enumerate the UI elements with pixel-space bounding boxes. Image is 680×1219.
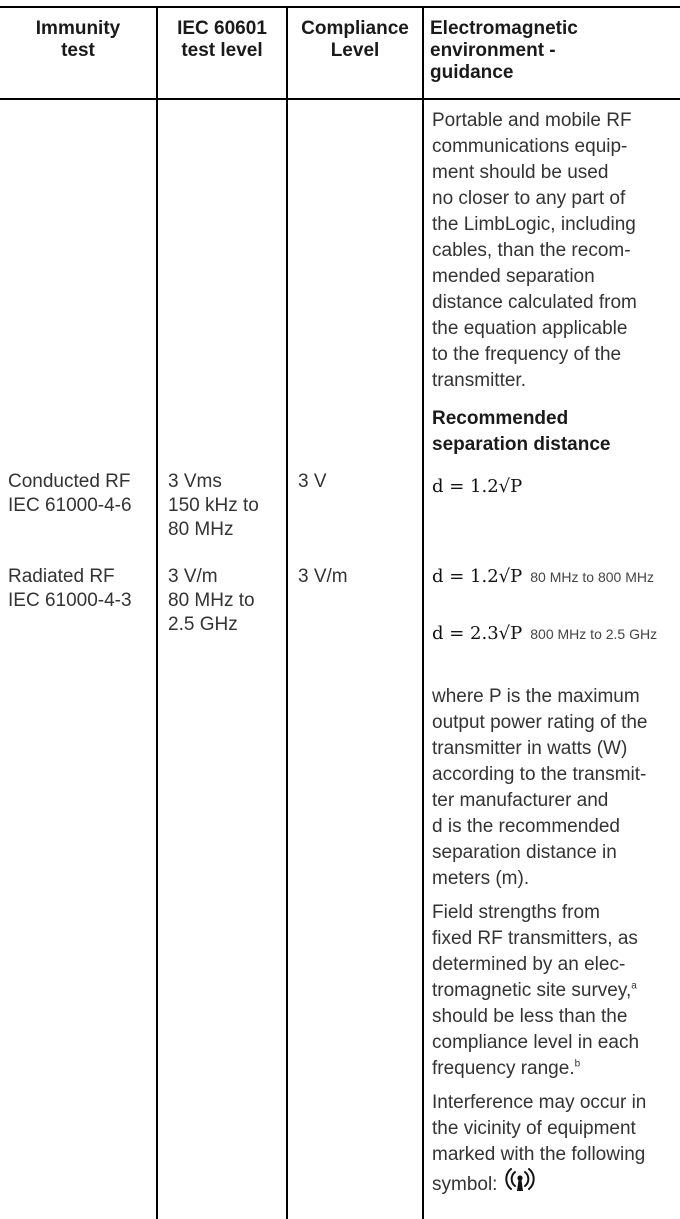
guidance-line: the equation applicable (432, 318, 628, 339)
header-compliance-level: Compliance Level (288, 18, 422, 62)
equation-radiated-2: d = 2.3√P 800 MHz to 2.5 GHz (432, 622, 678, 646)
heading-line: Recommended (432, 408, 569, 429)
guidance-interference: Interference may occur in the vicinity o… (432, 1090, 678, 1200)
guidance-line: frequency range.b (432, 1056, 678, 1082)
guidance-line: meters (m). (432, 868, 530, 889)
cell-line: 150 kHz to (168, 495, 259, 516)
frequency-range: 800 MHz to 2.5 GHz (530, 626, 658, 642)
cell-line: IEC 61000-4-6 (8, 495, 132, 516)
guidance-text: symbol: (432, 1174, 498, 1195)
header-line: test (61, 40, 95, 61)
cell-line: IEC 61000-4-3 (8, 590, 132, 611)
table-top-rule (0, 6, 680, 8)
cell-line: 80 MHz to (168, 590, 255, 611)
cell-line: 3 V (298, 471, 327, 492)
header-bottom-rule (0, 98, 680, 100)
guidance-line: ter manufacturer and (432, 790, 609, 811)
column-divider (156, 7, 158, 1219)
header-guidance: Electromagnetic environment - guidance (430, 18, 678, 84)
header-line: test level (181, 40, 263, 61)
guidance-line: mended separation (432, 266, 595, 287)
guidance-text: tromagnetic site survey, (432, 980, 632, 1001)
guidance-line: distance calculated from (432, 292, 637, 313)
header-line: Compliance (301, 18, 409, 39)
guidance-line: the LimbLogic, including (432, 214, 636, 235)
column-divider (422, 7, 424, 1219)
equation-text: d = 2.3√P (432, 623, 523, 644)
guidance-line: Field strengths from (432, 902, 600, 923)
row-radiated-test: Radiated RF IEC 61000-4-3 (8, 565, 132, 613)
guidance-line: ment should be used (432, 162, 609, 183)
equation-conducted: d = 1.2√P (432, 474, 678, 500)
header-test-level: IEC 60601 test level (158, 18, 286, 62)
row-radiated-compliance: 3 V/m (298, 565, 348, 589)
recommended-distance-heading: Recommended separation distance (432, 406, 678, 458)
frequency-range: 80 MHz to 800 MHz (530, 569, 654, 585)
guidance-line: the vicinity of equipment (432, 1118, 636, 1139)
guidance-line: marked with the following (432, 1144, 646, 1165)
column-divider (286, 7, 288, 1219)
header-line: guidance (430, 62, 514, 83)
guidance-line: according to the transmit- (432, 764, 647, 785)
guidance-line: where P is the maximum (432, 686, 640, 707)
guidance-line: Portable and mobile RF (432, 110, 632, 131)
header-line: Level (330, 40, 380, 61)
cell-line: Conducted RF (8, 471, 131, 492)
guidance-line: cables, than the recom- (432, 240, 631, 261)
guidance-line: no closer to any part of (432, 188, 626, 209)
cell-line: 3 Vms (168, 471, 222, 492)
equation-text: d = 1.2√P (432, 566, 523, 587)
guidance-line: tromagnetic site survey,a (432, 978, 678, 1004)
guidance-line: separation distance in (432, 842, 617, 863)
cell-line: Radiated RF (8, 566, 115, 587)
equation-radiated-1: d = 1.2√P 80 MHz to 800 MHz (432, 565, 678, 589)
guidance-line: symbol: (432, 1168, 678, 1200)
guidance-line: transmitter. (432, 370, 526, 391)
non-ionizing-radiation-icon (503, 1168, 537, 1200)
guidance-line: transmitter in watts (W) (432, 738, 628, 759)
header-immunity-test: Immunity test (0, 18, 156, 62)
guidance-field-strengths: Field strengths from fixed RF transmitte… (432, 900, 678, 1082)
guidance-line: communications equip- (432, 136, 628, 157)
row-radiated-level: 3 V/m 80 MHz to 2.5 GHz (168, 565, 255, 637)
guidance-intro: Portable and mobile RF communications eq… (432, 108, 678, 394)
row-conducted-level: 3 Vms 150 kHz to 80 MHz (168, 470, 259, 542)
footnote-marker: b (574, 1058, 581, 1070)
header-line: Immunity (35, 18, 121, 39)
guidance-line: to the frequency of the (432, 344, 622, 365)
guidance-line: should be less than the (432, 1006, 628, 1027)
guidance-line: d is the recommended (432, 816, 620, 837)
header-line: Electromagnetic (430, 18, 578, 39)
footnote-marker: a (631, 980, 637, 992)
guidance-line: Interference may occur in (432, 1092, 647, 1113)
cell-line: 2.5 GHz (168, 614, 238, 635)
header-line: IEC 60601 (177, 18, 267, 39)
row-conducted-test: Conducted RF IEC 61000-4-6 (8, 470, 132, 518)
guidance-line: determined by an elec- (432, 954, 626, 975)
guidance-line: fixed RF transmitters, as (432, 928, 638, 949)
guidance-line: output power rating of the (432, 712, 648, 733)
cell-line: 3 V/m (298, 566, 348, 587)
guidance-line: compliance level in each (432, 1032, 640, 1053)
guidance-text: frequency range. (432, 1058, 575, 1079)
header-line: environment - (430, 40, 556, 61)
guidance-where: where P is the maximum output power rati… (432, 684, 678, 892)
row-conducted-compliance: 3 V (298, 470, 327, 494)
equation-text: d = 1.2√P (432, 476, 523, 497)
cell-line: 3 V/m (168, 566, 218, 587)
cell-line: 80 MHz (168, 519, 234, 540)
heading-line: separation distance (432, 434, 611, 455)
